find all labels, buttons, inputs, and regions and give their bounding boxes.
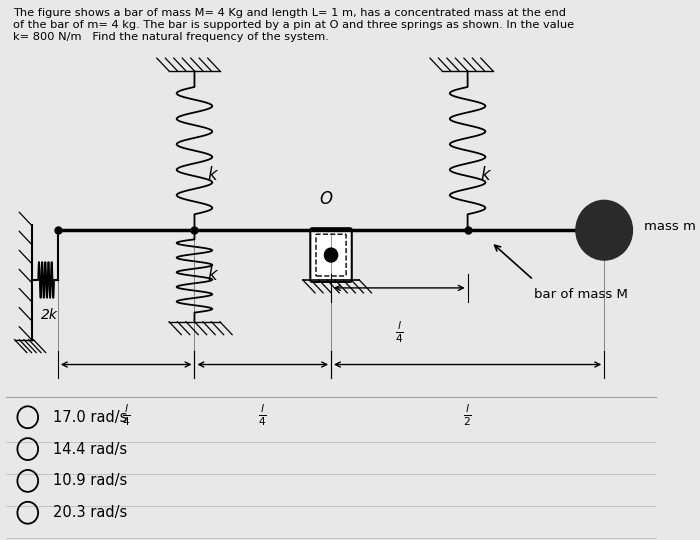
Text: The figure shows a bar of mass M= 4 Kg and length L= 1 m, has a concentrated mas: The figure shows a bar of mass M= 4 Kg a… [13,8,574,42]
Text: mass m: mass m [644,220,696,233]
Text: O: O [320,190,333,208]
Text: $\frac{l}{4}$: $\frac{l}{4}$ [122,402,131,428]
Text: 20.3 rad/s: 20.3 rad/s [53,505,127,520]
Text: 14.4 rad/s: 14.4 rad/s [53,442,127,457]
Text: bar of mass M: bar of mass M [533,288,627,301]
Text: 2k: 2k [41,308,58,322]
Circle shape [576,200,632,260]
Text: $\frac{l}{2}$: $\frac{l}{2}$ [463,402,472,428]
Text: k: k [208,166,217,185]
Text: 10.9 rad/s: 10.9 rad/s [53,474,127,488]
Circle shape [324,248,337,262]
Text: k: k [481,166,491,185]
Text: $\frac{l}{4}$: $\frac{l}{4}$ [258,402,267,428]
Text: k: k [208,266,217,284]
Text: $\frac{l}{4}$: $\frac{l}{4}$ [395,320,404,345]
FancyBboxPatch shape [310,228,352,282]
Text: 17.0 rad/s: 17.0 rad/s [53,410,127,425]
